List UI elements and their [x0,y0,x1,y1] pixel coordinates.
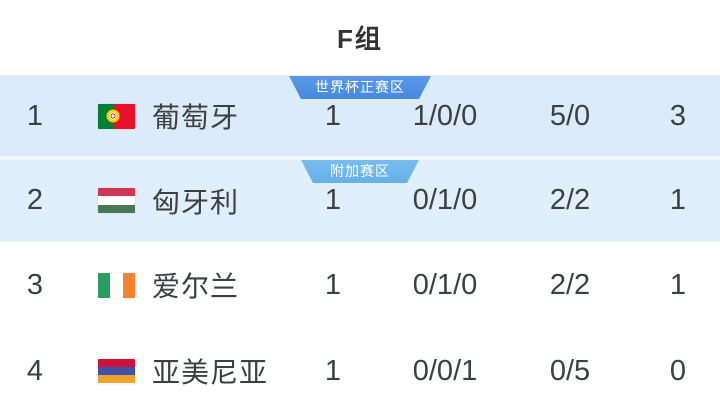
hungary-flag-icon [98,188,135,213]
table-row[interactable]: 世界杯正赛区 1 葡萄牙 1 1/0/0 5/0 3 [0,75,720,160]
armenia-flag-icon [98,358,135,384]
points-cell: 0 [669,354,687,387]
group-title: F组 [337,24,383,54]
rank-cell: 1 [26,99,44,132]
team-name: 匈牙利 [152,186,240,218]
goals-cell: 2/2 [549,268,591,301]
team-cell: 爱尔兰 [70,265,300,305]
worldcup-zone-badge: 世界杯正赛区 [289,76,431,99]
played-cell: 1 [324,268,342,301]
team-cell: 葡萄牙 [70,96,300,136]
points-cell: 3 [669,99,687,132]
team-name: 亚美尼亚 [152,357,269,388]
goals-cell: 0/5 [549,354,591,387]
rank-cell: 2 [26,184,44,216]
team-name: 葡萄牙 [152,102,240,133]
rank-cell: 4 [26,354,44,387]
played-cell: 1 [324,99,342,132]
record-cell: 0/1/0 [412,268,478,301]
record-cell: 0/1/0 [412,184,478,216]
ireland-flag-icon [98,272,135,298]
goals-cell: 5/0 [549,99,591,132]
portugal-flag-icon [98,103,135,129]
team-cell: 亚美尼亚 [70,351,300,391]
group-header: F组 [0,0,720,75]
team-name: 爱尔兰 [152,271,240,302]
playoff-zone-badge: 附加赛区 [301,160,419,183]
table-row[interactable]: 附加赛区 2 匈牙利 1 0/1/0 2/2 1 [0,160,720,242]
rank-cell: 3 [26,268,44,301]
table-row[interactable]: 4 亚美尼亚 1 0/0/1 0/5 0 [0,328,720,414]
table-row[interactable]: 3 爱尔兰 1 0/1/0 2/2 1 [0,242,720,328]
goals-cell: 2/2 [549,184,591,216]
played-cell: 1 [324,354,342,387]
points-cell: 1 [669,268,687,301]
points-cell: 1 [669,184,687,216]
team-cell: 匈牙利 [70,181,300,221]
record-cell: 0/0/1 [412,354,478,387]
record-cell: 1/0/0 [412,99,478,132]
played-cell: 1 [324,184,342,216]
